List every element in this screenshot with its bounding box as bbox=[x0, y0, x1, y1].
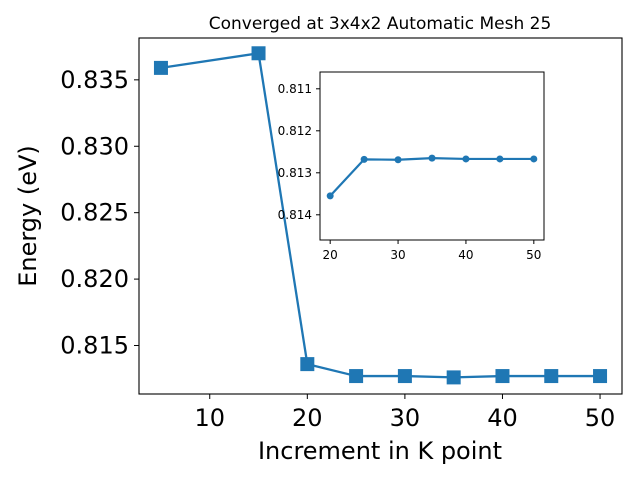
inset-y-tick-label: 0.814 bbox=[278, 208, 312, 222]
y-axis-label: Energy (eV) bbox=[14, 145, 42, 287]
inset-data-point bbox=[360, 155, 368, 163]
main-x-tick-label: 20 bbox=[292, 404, 323, 432]
main-data-point bbox=[300, 357, 315, 372]
inset-data-point bbox=[428, 154, 436, 162]
inset-axes: 20 30 40 50 0.811 0.812 0.813 0.814 bbox=[278, 71, 545, 262]
main-axes: Converged at 3x4x2 Automatic Mesh 25 10 2… bbox=[14, 14, 623, 465]
inset-x-ticks: 20 30 40 50 bbox=[323, 240, 541, 262]
main-data-point bbox=[153, 60, 168, 75]
inset-data-point bbox=[326, 192, 334, 200]
chart-title: Converged at 3x4x2 Automatic Mesh 25 bbox=[209, 14, 552, 34]
main-data-point bbox=[397, 369, 412, 384]
main-x-tick-label: 40 bbox=[487, 404, 518, 432]
inset-data-point bbox=[496, 155, 504, 163]
inset-series bbox=[326, 154, 538, 200]
main-y-tick-label: 0.815 bbox=[60, 332, 129, 360]
main-plot-frame bbox=[138, 37, 623, 395]
inset-x-tick-label: 40 bbox=[458, 248, 473, 262]
main-x-tick-label: 50 bbox=[585, 404, 616, 432]
inset-y-tick-label: 0.813 bbox=[278, 166, 312, 180]
main-data-point bbox=[544, 369, 559, 384]
inset-x-tick-label: 30 bbox=[390, 248, 405, 262]
inset-plot-frame bbox=[319, 71, 545, 241]
inset-data-point bbox=[530, 155, 538, 163]
main-x-tick-label: 10 bbox=[194, 404, 225, 432]
main-y-tick-label: 0.830 bbox=[60, 132, 129, 160]
main-y-tick-label: 0.825 bbox=[60, 199, 129, 227]
main-y-tick-label: 0.835 bbox=[60, 66, 129, 94]
main-y-tick-label: 0.820 bbox=[60, 265, 129, 293]
main-data-point bbox=[349, 369, 364, 384]
main-x-tick-label: 30 bbox=[390, 404, 421, 432]
main-data-point bbox=[593, 369, 608, 384]
inset-x-tick-label: 20 bbox=[323, 248, 338, 262]
main-data-point bbox=[446, 370, 461, 385]
inset-y-tick-label: 0.812 bbox=[278, 124, 312, 138]
main-series bbox=[153, 46, 608, 385]
main-x-ticks: 10 20 30 40 50 bbox=[194, 394, 615, 432]
inset-y-ticks: 0.811 0.812 0.813 0.814 bbox=[278, 82, 320, 222]
main-y-ticks: 0.815 0.820 0.825 0.830 0.835 bbox=[60, 66, 139, 360]
inset-data-point bbox=[394, 156, 402, 164]
inset-y-tick-label: 0.811 bbox=[278, 82, 312, 96]
main-data-point bbox=[495, 369, 510, 384]
main-data-point bbox=[251, 46, 266, 61]
x-axis-label: Increment in K point bbox=[258, 437, 502, 465]
inset-data-point bbox=[462, 155, 470, 163]
inset-x-tick-label: 50 bbox=[526, 248, 541, 262]
